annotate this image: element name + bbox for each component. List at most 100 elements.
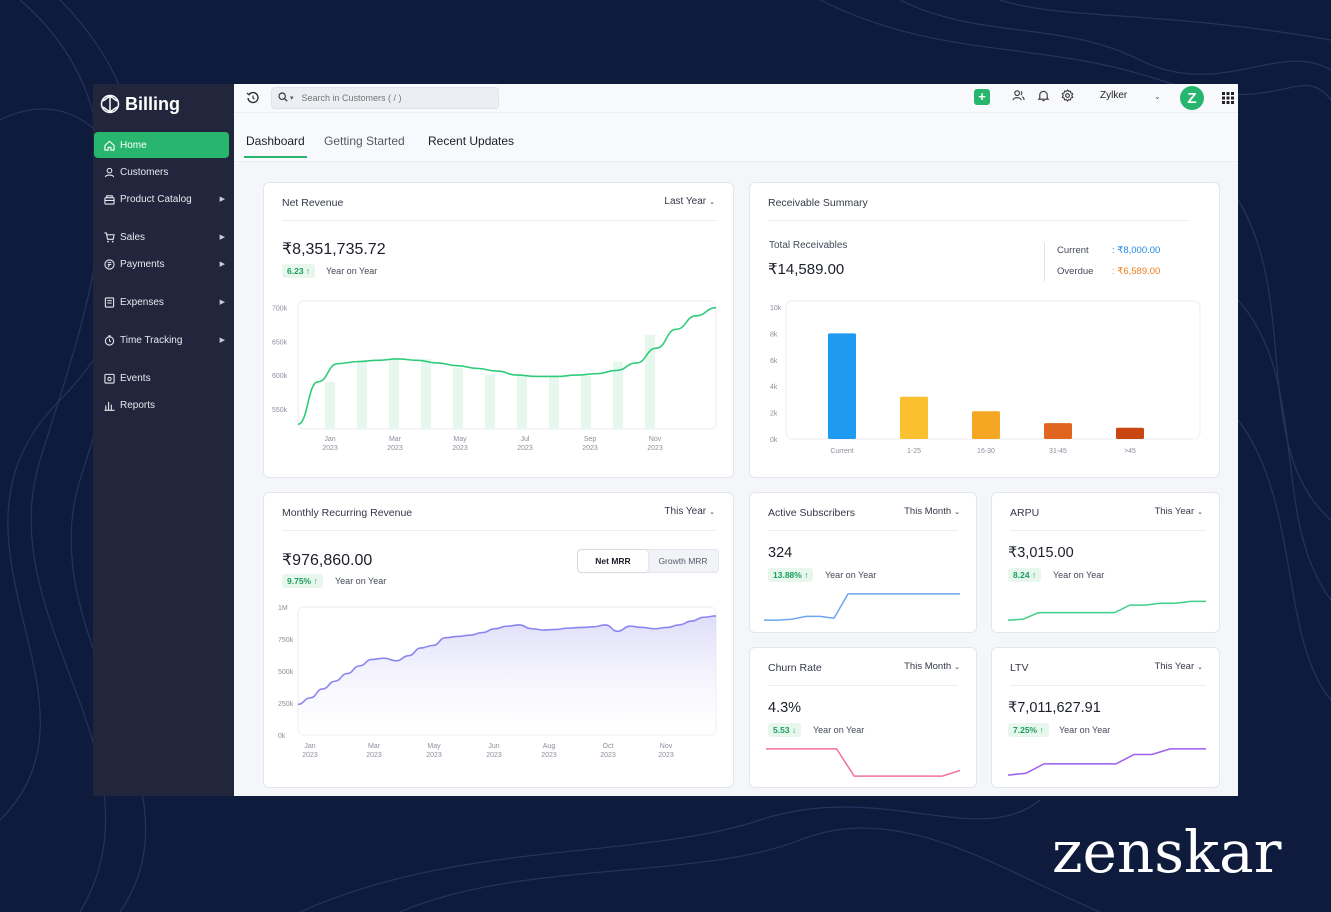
change-value: 8.24 (1013, 570, 1030, 580)
gear-icon[interactable] (1061, 89, 1074, 102)
chevron-down-icon: ⌄ (709, 199, 715, 206)
arpu-value: ₹3,015.00 (1008, 545, 1074, 561)
chevron-down-icon[interactable]: ▾ (290, 95, 294, 102)
billing-logo-icon (100, 94, 120, 114)
receipt-icon (102, 296, 116, 308)
avatar[interactable]: Z (1180, 86, 1204, 110)
sidebar-nav: Home Customers Product Catalog ▶ Sales ▶… (93, 132, 234, 418)
period-label: This Month (904, 506, 952, 517)
receivable-bar (900, 396, 928, 439)
y-tick-label: 0k (770, 437, 778, 444)
search-input[interactable] (299, 92, 474, 104)
bell-icon[interactable] (1037, 89, 1050, 102)
sidebar-item-expenses[interactable]: Expenses ▶ (94, 289, 229, 315)
chevron-down-icon: ⌄ (1197, 664, 1203, 671)
sparkline (1008, 600, 1206, 621)
sidebar-item-events[interactable]: Events (94, 365, 229, 391)
receivable-bar (1044, 423, 1072, 439)
clock-icon (102, 334, 116, 346)
main-content: ▾ + Zylker ⌄ Z Dashboard Getting Started… (234, 84, 1238, 796)
sidebar-item-payments[interactable]: Payments ▶ (94, 251, 229, 277)
top-bar: ▾ + Zylker ⌄ Z (234, 84, 1238, 113)
period-dropdown[interactable]: This Year ⌄ (1155, 506, 1204, 517)
change-label: Year on Year (335, 576, 387, 586)
sidebar-item-sales[interactable]: Sales ▶ (94, 224, 229, 250)
mrr-chart: 1M 750k 500k 250k 0k Jan 2023 Mar 2023 May 2023 Jun… (278, 605, 717, 759)
sidebar-item-product-catalog[interactable]: Product Catalog ▶ (94, 186, 229, 212)
x-tick-label: Sep (584, 436, 597, 443)
arrow-up-icon: ↑ (1039, 725, 1044, 735)
x-tick-label: Current (830, 448, 853, 455)
toggle-net-mrr[interactable]: Net MRR (578, 550, 648, 572)
x-tick-label: May (427, 743, 441, 750)
sidebar-item-reports[interactable]: Reports (94, 392, 229, 418)
tab-dashboard[interactable]: Dashboard (244, 134, 307, 158)
sidebar-item-time-tracking[interactable]: Time Tracking ▶ (94, 327, 229, 353)
y-tick-label: 6k (770, 358, 778, 365)
active-subscribers-sparkline (764, 593, 960, 621)
user-icon (102, 167, 116, 178)
app-grid-icon[interactable] (1222, 92, 1234, 104)
card-title: Receivable Summary (768, 197, 868, 209)
sparkline (1008, 748, 1206, 776)
tab-getting-started[interactable]: Getting Started (324, 134, 405, 148)
card-title: ARPU (1010, 507, 1040, 519)
bar-chart-icon (102, 400, 116, 411)
revenue-bar (325, 381, 335, 429)
divider (1010, 685, 1206, 686)
caret-right-icon: ▶ (219, 337, 225, 344)
x-tick-label: 2023 (541, 752, 557, 759)
chevron-down-icon[interactable]: ⌄ (1154, 92, 1161, 101)
x-tick-label: 2023 (582, 445, 598, 452)
search-icon[interactable] (278, 89, 288, 107)
y-tick-label: 0k (278, 733, 286, 740)
x-tick-label: 16-30 (977, 448, 995, 455)
period-label: This Year (1154, 506, 1195, 517)
sidebar-item-customers[interactable]: Customers (94, 159, 229, 185)
quick-create-button[interactable]: + (974, 89, 990, 105)
divider (282, 220, 716, 221)
period-dropdown[interactable]: This Month ⌄ (904, 661, 960, 672)
history-icon[interactable] (246, 91, 260, 110)
app-logo[interactable]: Billing (93, 84, 234, 124)
toggle-growth-mrr[interactable]: Growth MRR (658, 556, 708, 566)
x-tick-label: Nov (660, 743, 673, 750)
organization-name[interactable]: Zylker (1100, 90, 1128, 101)
revenue-bar (613, 361, 623, 429)
overdue-value: : ₹6,589.00 (1112, 266, 1161, 277)
period-label: This Year (1154, 661, 1195, 672)
arrow-up-icon: ↑ (313, 576, 318, 586)
users-icon[interactable] (1012, 89, 1025, 102)
x-tick-label: 2023 (426, 752, 442, 759)
y-tick-label: 2k (770, 411, 778, 418)
ltv-sparkline (1008, 748, 1206, 776)
arrow-down-icon: ↓ (791, 725, 797, 735)
sidebar-item-home[interactable]: Home (94, 132, 229, 158)
x-tick-label: 2023 (387, 445, 403, 452)
home-icon (102, 140, 116, 151)
mrr-value: ₹976,860.00 (282, 552, 373, 569)
card-title: Monthly Recurring Revenue (282, 507, 413, 519)
period-dropdown[interactable]: Last Year ⌄ (664, 196, 715, 207)
churn-rate-value: 4.3% (768, 700, 802, 716)
card-title: Net Revenue (282, 197, 344, 209)
x-tick-label: Aug (543, 743, 556, 750)
caret-right-icon: ▶ (219, 299, 225, 306)
change-label: Year on Year (825, 570, 877, 580)
ltv-card: LTV This Year ⌄ ₹7,011,627.91 7.25% ↑ Yea… (991, 647, 1220, 788)
period-dropdown[interactable]: This Year ⌄ (1155, 661, 1204, 672)
mrr-line (297, 615, 717, 706)
period-label: This Year (664, 506, 707, 517)
change-badge: 5.53 ↓ (768, 723, 802, 737)
tab-recent-updates[interactable]: Recent Updates (428, 134, 515, 148)
x-tick-label: 2023 (452, 445, 468, 452)
y-tick-label: 10k (770, 305, 782, 312)
period-dropdown[interactable]: This Year ⌄ (664, 506, 715, 517)
sidebar-item-label: Payments (120, 258, 165, 270)
divider (282, 530, 716, 531)
period-dropdown[interactable]: This Month ⌄ (904, 506, 960, 517)
arrow-up-icon: ↑ (1031, 570, 1037, 580)
revenue-bar (517, 375, 527, 429)
change-value: 13.88% (773, 570, 802, 580)
sparkline (766, 748, 960, 777)
